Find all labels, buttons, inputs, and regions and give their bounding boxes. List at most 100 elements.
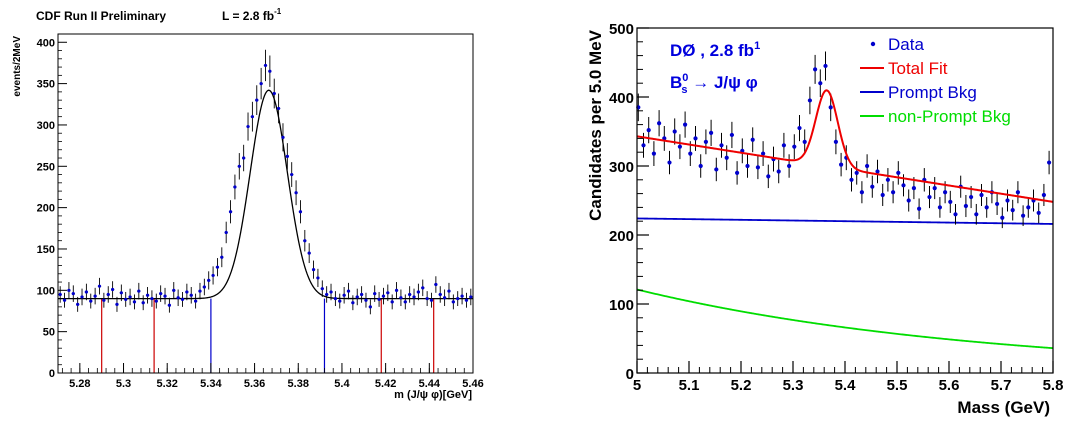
cdf-data-point bbox=[202, 278, 206, 296]
d0-data-point bbox=[740, 138, 745, 164]
cdf-frame bbox=[57, 33, 474, 374]
d0-legend-item: Prompt Bkg bbox=[860, 83, 977, 102]
d0-data-point bbox=[1047, 150, 1052, 175]
cdf-data-point bbox=[62, 292, 67, 308]
d0-y-tick-label: 200 bbox=[609, 228, 634, 245]
d0-x-axis-label: Mass (GeV) bbox=[957, 398, 1050, 417]
cdf-data-point bbox=[259, 67, 263, 100]
cdf-y-tick-label: 250 bbox=[37, 161, 55, 173]
cdf-data-point bbox=[451, 294, 455, 310]
d0-prompt-bkg-line bbox=[636, 217, 1054, 225]
d0-data-point bbox=[667, 150, 672, 175]
d0-data-point bbox=[937, 197, 943, 218]
cdf-data-point bbox=[137, 282, 141, 300]
d0-data-point bbox=[703, 129, 709, 155]
cdf-data-point bbox=[228, 200, 233, 224]
cdf-data-point bbox=[141, 295, 145, 311]
cdf-data-point bbox=[460, 287, 464, 305]
d0-data-point bbox=[745, 154, 750, 178]
d0-data-point bbox=[672, 118, 677, 145]
d0-data-point bbox=[833, 129, 839, 155]
d0-data-point bbox=[1010, 199, 1015, 221]
cdf-data-point bbox=[294, 180, 298, 206]
d0-data-point bbox=[818, 69, 823, 97]
cdf-data-point bbox=[394, 282, 399, 299]
d0-x-tick-label: 5.1 bbox=[679, 377, 700, 394]
cdf-x-tick-label: 5.42 bbox=[375, 378, 396, 390]
cdf-data-point bbox=[421, 279, 425, 297]
d0-data-point bbox=[802, 129, 807, 155]
d0-x-tick-label: 5.5 bbox=[887, 377, 908, 394]
cdf-data-point bbox=[115, 296, 119, 312]
d0-y-tick-label: 400 bbox=[609, 90, 634, 107]
cdf-data-point bbox=[338, 293, 342, 309]
cdf-y-tick-label: 400 bbox=[37, 37, 55, 49]
cdf-data-point bbox=[351, 295, 355, 311]
cdf-data-point bbox=[207, 271, 211, 290]
cdf-data-point bbox=[246, 112, 250, 141]
d0-data-point bbox=[1005, 189, 1010, 212]
cdf-y-tick-label: 150 bbox=[37, 244, 55, 256]
d0-data-point bbox=[729, 121, 735, 149]
cdf-y-tick-label: 50 bbox=[43, 327, 55, 339]
d0-data-point bbox=[880, 183, 885, 207]
d0-data-point bbox=[953, 203, 958, 225]
cdf-data-point bbox=[124, 291, 128, 307]
cdf-data-point bbox=[320, 280, 324, 297]
d0-data-point bbox=[1000, 207, 1005, 229]
d0-data-point bbox=[927, 186, 932, 209]
d0-x-tick-label: 5.2 bbox=[731, 377, 752, 394]
cdf-data-point bbox=[342, 287, 346, 304]
cdf-data-point bbox=[128, 288, 132, 306]
d0-x-tick-label: 5.7 bbox=[991, 377, 1012, 394]
d0-y-axis-label: Candidates per 5.0 MeV bbox=[586, 29, 605, 221]
cdf-y-axis: 0 50 100 150 200 250 300 350 400 bbox=[37, 37, 67, 380]
cdf-x-tick-label: 5.38 bbox=[288, 378, 309, 390]
d0-y-tick-label: 100 bbox=[609, 297, 634, 314]
d0-data-point bbox=[813, 54, 818, 84]
cdf-data-point bbox=[159, 285, 163, 302]
cdf-panel: CDF Run II Preliminary L = 2.8 fb-1 0 50 1… bbox=[12, 7, 484, 401]
d0-decay-b: B bbox=[670, 73, 682, 92]
d0-data-point bbox=[683, 111, 688, 138]
d0-legend-label: Prompt Bkg bbox=[888, 83, 977, 102]
cdf-data-point bbox=[194, 293, 198, 309]
cdf-data-point bbox=[198, 282, 202, 300]
cdf-data-point bbox=[373, 285, 377, 302]
cdf-x-tick-label: 5.34 bbox=[200, 378, 222, 390]
cdf-data-point bbox=[434, 276, 438, 293]
d0-data-point bbox=[1031, 189, 1036, 212]
d0-non-prompt-bkg-line bbox=[636, 288, 1054, 350]
d0-data-point bbox=[735, 161, 740, 185]
d0-data-point bbox=[849, 168, 854, 192]
cdf-data-point bbox=[364, 292, 368, 308]
cdf-data-point bbox=[167, 297, 171, 313]
cdf-data-point bbox=[272, 78, 276, 109]
cdf-data-point bbox=[255, 85, 259, 116]
cdf-y-tick-label: 300 bbox=[37, 120, 55, 132]
d0-data-point bbox=[657, 110, 662, 137]
d0-data-point bbox=[662, 125, 667, 151]
d0-legend-label: Total Fit bbox=[888, 59, 948, 78]
cdf-data-point bbox=[285, 143, 289, 170]
cdf-data-point bbox=[76, 296, 80, 312]
cdf-lumi-sup: -1 bbox=[274, 7, 282, 16]
cdf-data-point bbox=[71, 285, 75, 302]
cdf-data-point bbox=[102, 292, 106, 308]
cdf-data-point bbox=[303, 229, 307, 252]
cdf-y-axis-label: events/2MeV bbox=[12, 36, 23, 97]
d0-data-point bbox=[792, 134, 797, 160]
cdf-data-point bbox=[106, 286, 110, 303]
d0-legend-item: Data bbox=[870, 35, 924, 54]
cdf-data-point bbox=[399, 289, 403, 307]
d0-data-point bbox=[693, 125, 698, 151]
d0-data-point bbox=[932, 177, 937, 200]
d0-data-point bbox=[854, 161, 859, 185]
cdf-header-lumi: L = 2.8 fb-1 bbox=[222, 7, 282, 23]
cdf-data-point bbox=[456, 291, 460, 307]
d0-plot-area bbox=[636, 51, 1054, 350]
cdf-data-point bbox=[242, 144, 246, 172]
d0-data-point bbox=[974, 203, 979, 225]
d0-data-point bbox=[807, 86, 813, 115]
